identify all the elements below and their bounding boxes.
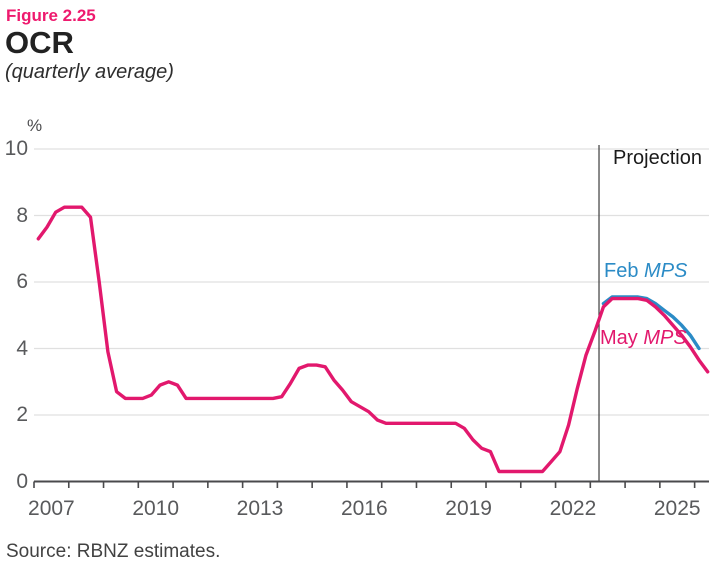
feb-mps-label-mps: MPS <box>644 260 688 282</box>
y-axis-tick-label: 2 <box>16 403 28 426</box>
chart-title: OCR <box>5 25 74 60</box>
may-mps-label-text: May <box>600 327 644 349</box>
chart-subtitle: (quarterly average) <box>5 61 174 83</box>
figure-number: Figure 2.25 <box>6 6 96 25</box>
x-axis-tick-label: 2007 <box>28 497 75 520</box>
y-axis-tick-label: 8 <box>16 203 28 227</box>
y-axis-tick-label: 10 <box>4 137 28 160</box>
x-axis-tick-label: 2013 <box>236 497 284 520</box>
x-axis-tick-label: 2019 <box>445 497 492 520</box>
may-mps-label-mps: MPS <box>643 327 687 349</box>
projection-label: Projection <box>613 147 702 169</box>
x-axis-tick-label: 2016 <box>340 497 388 520</box>
y-axis-tick-label: 0 <box>16 469 28 493</box>
x-axis-tick-label: 2022 <box>549 497 597 520</box>
y-axis-tick-label: 6 <box>16 270 28 293</box>
y-axis-unit-label: % <box>27 116 43 135</box>
may-mps-series-label: May MPS <box>600 327 687 350</box>
x-axis-tick-label: 2025 <box>653 497 701 520</box>
y-axis-tick-label: 4 <box>16 336 28 360</box>
may-mps-line <box>36 205 710 474</box>
source-note: Source: RBNZ estimates. <box>6 541 221 562</box>
feb-mps-label-text: Feb <box>604 260 645 282</box>
x-axis-tick-label: 2010 <box>132 497 180 520</box>
feb-mps-series-label: Feb MPS <box>604 260 687 283</box>
